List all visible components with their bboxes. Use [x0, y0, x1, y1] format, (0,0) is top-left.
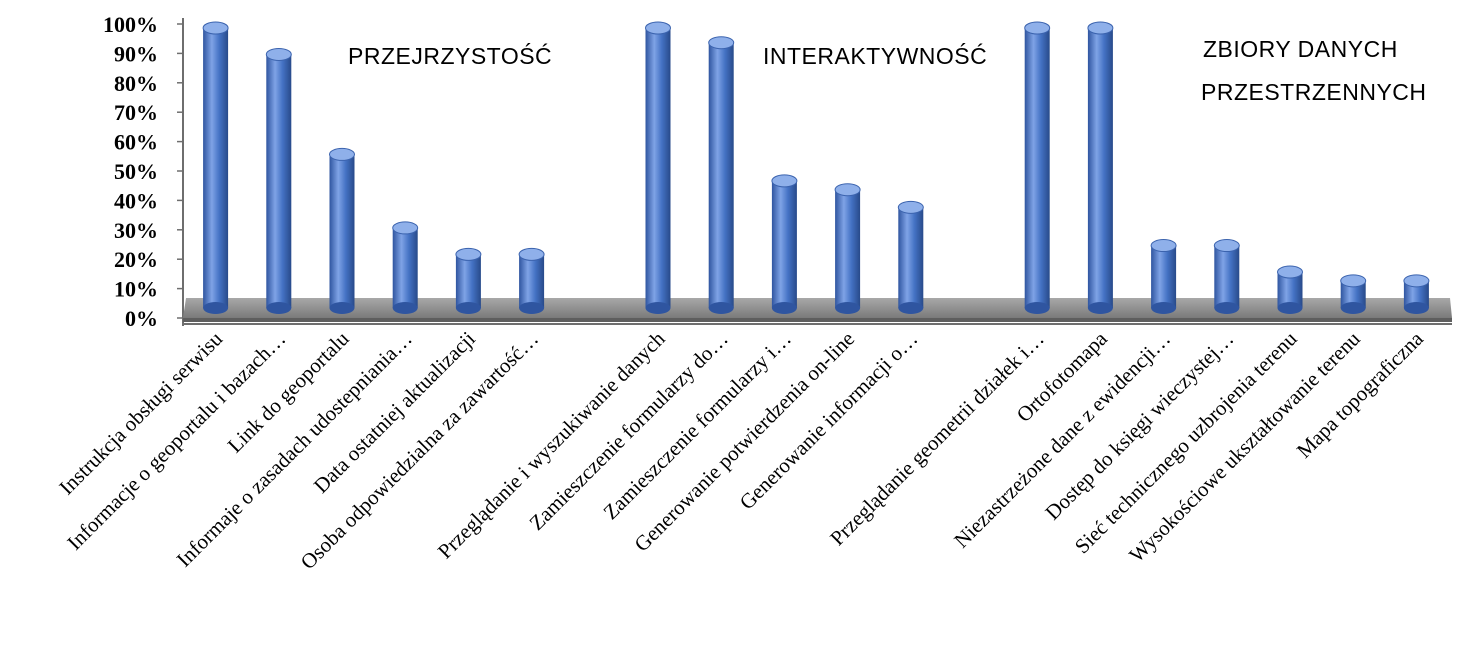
bar	[1213, 239, 1240, 314]
y-tick-label: 80%	[114, 71, 158, 96]
y-tick-label: 100%	[103, 12, 158, 37]
bar	[265, 47, 292, 314]
bar	[1403, 274, 1430, 314]
x-category-label: Informaje o zasadach udostepniania…	[172, 327, 417, 572]
bar	[708, 36, 735, 314]
y-axis-ticks: 0% 10% 20% 30% 40% 50% 60% 70% 80% 90% 100%	[103, 12, 183, 331]
y-tick-label: 90%	[114, 41, 158, 66]
bars	[202, 21, 1430, 314]
bar	[1087, 21, 1114, 314]
group-title-zbiory-line1: ZBIORY DANYCH	[1203, 36, 1398, 62]
floor-edge	[183, 318, 1452, 322]
group-title-zbiory-line2: PRZESTRZENNYCH	[1201, 79, 1427, 105]
group-title-przejrzystosc: PRZEJRZYSTOŚĆ	[348, 42, 552, 69]
floor-surface	[183, 298, 1452, 318]
bar	[202, 21, 229, 314]
y-tick-label: 60%	[114, 130, 158, 155]
bar	[518, 247, 545, 314]
y-tick-label: 40%	[114, 188, 158, 213]
axes	[182, 18, 1452, 326]
group-title-interaktywnosc: INTERAKTYWNOŚĆ	[763, 42, 987, 69]
y-tick-label: 50%	[114, 159, 158, 184]
bar	[1277, 265, 1303, 314]
bar	[455, 247, 482, 314]
bar	[771, 174, 798, 314]
bar	[645, 21, 671, 314]
x-category-label: Przeglądanie geometrii działek i…	[825, 327, 1049, 551]
bar	[392, 221, 419, 314]
bar	[1024, 21, 1051, 314]
y-tick-label: 10%	[114, 277, 158, 302]
bar	[329, 147, 355, 314]
bar	[1150, 239, 1177, 314]
bar	[834, 183, 861, 314]
x-category-label: Wysokościowe ukształtowanie terenu	[1124, 326, 1365, 567]
x-category-label: Przeglądanie i wyszukiwanie danych	[433, 326, 670, 563]
y-tick-label: 20%	[114, 247, 158, 272]
y-tick-label: 0%	[125, 306, 158, 331]
y-tick-label: 30%	[114, 218, 158, 243]
chart-floor	[183, 298, 1452, 322]
y-tick-label: 70%	[114, 100, 158, 125]
bar	[897, 200, 924, 314]
bar	[1340, 274, 1367, 314]
